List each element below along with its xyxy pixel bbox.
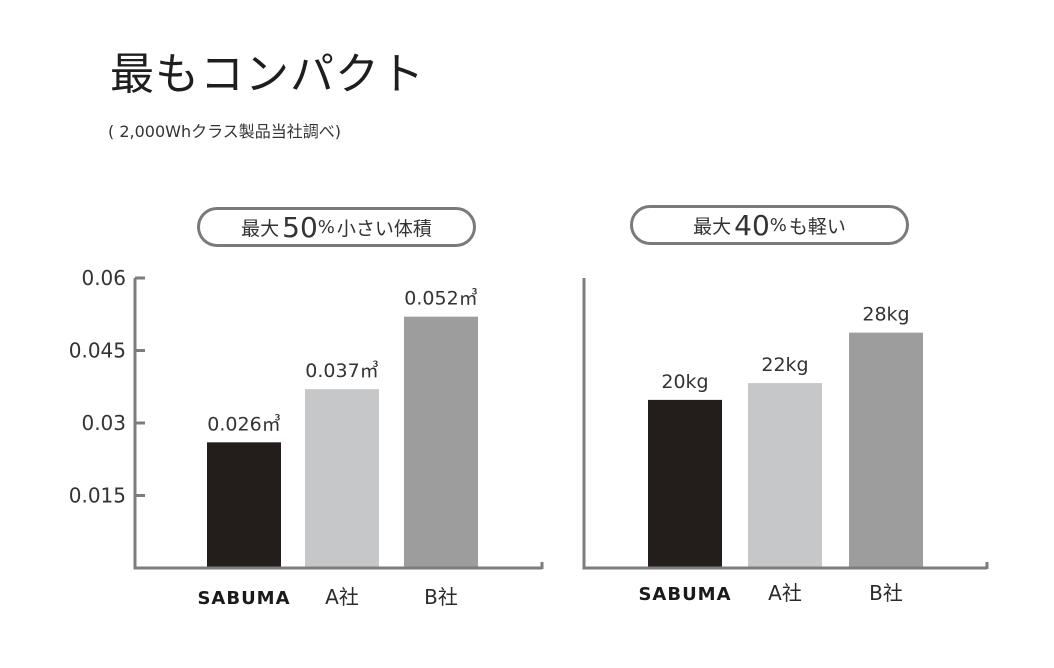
page-subtitle: ( 2,000Whクラス製品当社調べ) — [108, 122, 342, 141]
volume-bar — [305, 389, 379, 567]
weight-category-sabuma: SABUMA — [638, 584, 731, 605]
weight-value-label: 22kg — [761, 354, 808, 376]
volume-badge-prefix: 最大 — [241, 217, 280, 240]
weight-category-label: B社 — [869, 581, 903, 605]
volume-category-label: A社 — [325, 585, 359, 609]
weight-badge-percent: % — [769, 214, 787, 236]
volume-y-tick-label: 0.06 — [81, 266, 126, 290]
page-title: 最もコンパクト — [110, 49, 425, 100]
volume-category-label: B社 — [424, 585, 458, 609]
volume-bar — [207, 442, 281, 567]
volume-y-tick-label: 0.03 — [81, 411, 126, 435]
weight-badge: 最大 40 % も軽い — [630, 205, 909, 245]
weight-bar — [849, 332, 923, 567]
volume-value-label: 0.037㎥ — [305, 360, 378, 382]
weight-bar — [648, 399, 722, 567]
weight-badge-number: 40 — [734, 208, 770, 242]
volume-y-tick-label: 0.015 — [69, 484, 126, 508]
weight-badge-prefix: 最大 — [693, 215, 732, 238]
weight-value-label: 20kg — [661, 371, 708, 393]
volume-category-sabuma: SABUMA — [197, 588, 290, 609]
volume-badge-number: 50 — [282, 210, 318, 244]
weight-bar — [748, 383, 822, 567]
volume-badge-percent: % — [317, 216, 335, 238]
volume-badge-suffix: 小さい体積 — [336, 217, 432, 240]
volume-value-label: 0.052㎥ — [404, 288, 477, 310]
volume-bar — [404, 316, 478, 567]
volume-value-label: 0.026㎥ — [207, 413, 280, 435]
volume-y-tick-label: 0.045 — [69, 339, 126, 363]
weight-value-label: 28kg — [862, 304, 909, 326]
weight-category-label: A社 — [768, 581, 802, 605]
volume-badge: 最大 50 % 小さい体積 — [197, 207, 476, 247]
weight-badge-suffix: も軽い — [788, 215, 846, 238]
